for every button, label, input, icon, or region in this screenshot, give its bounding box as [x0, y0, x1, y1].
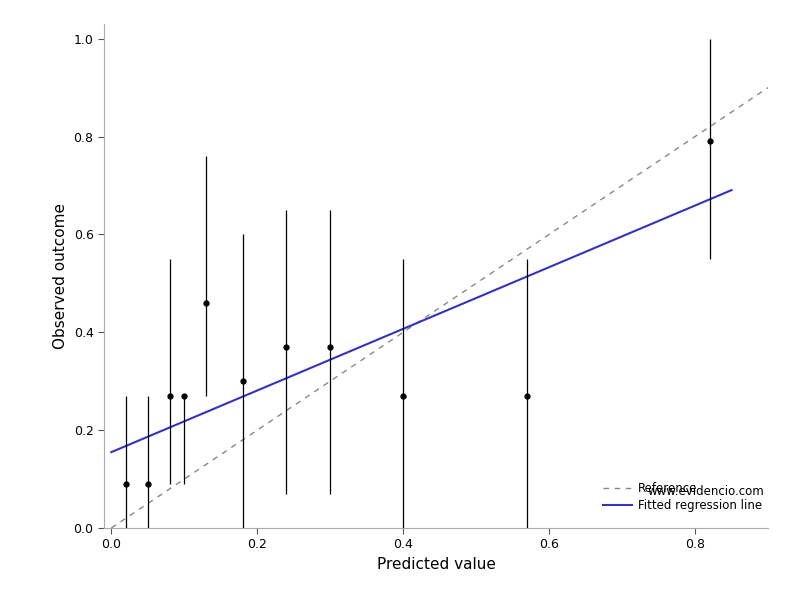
- Legend: Reference, Fitted regression line: Reference, Fitted regression line: [602, 482, 762, 512]
- Y-axis label: Observed outcome: Observed outcome: [53, 203, 68, 349]
- Text: www.evidencio.com: www.evidencio.com: [648, 485, 765, 498]
- X-axis label: Predicted value: Predicted value: [377, 557, 495, 572]
